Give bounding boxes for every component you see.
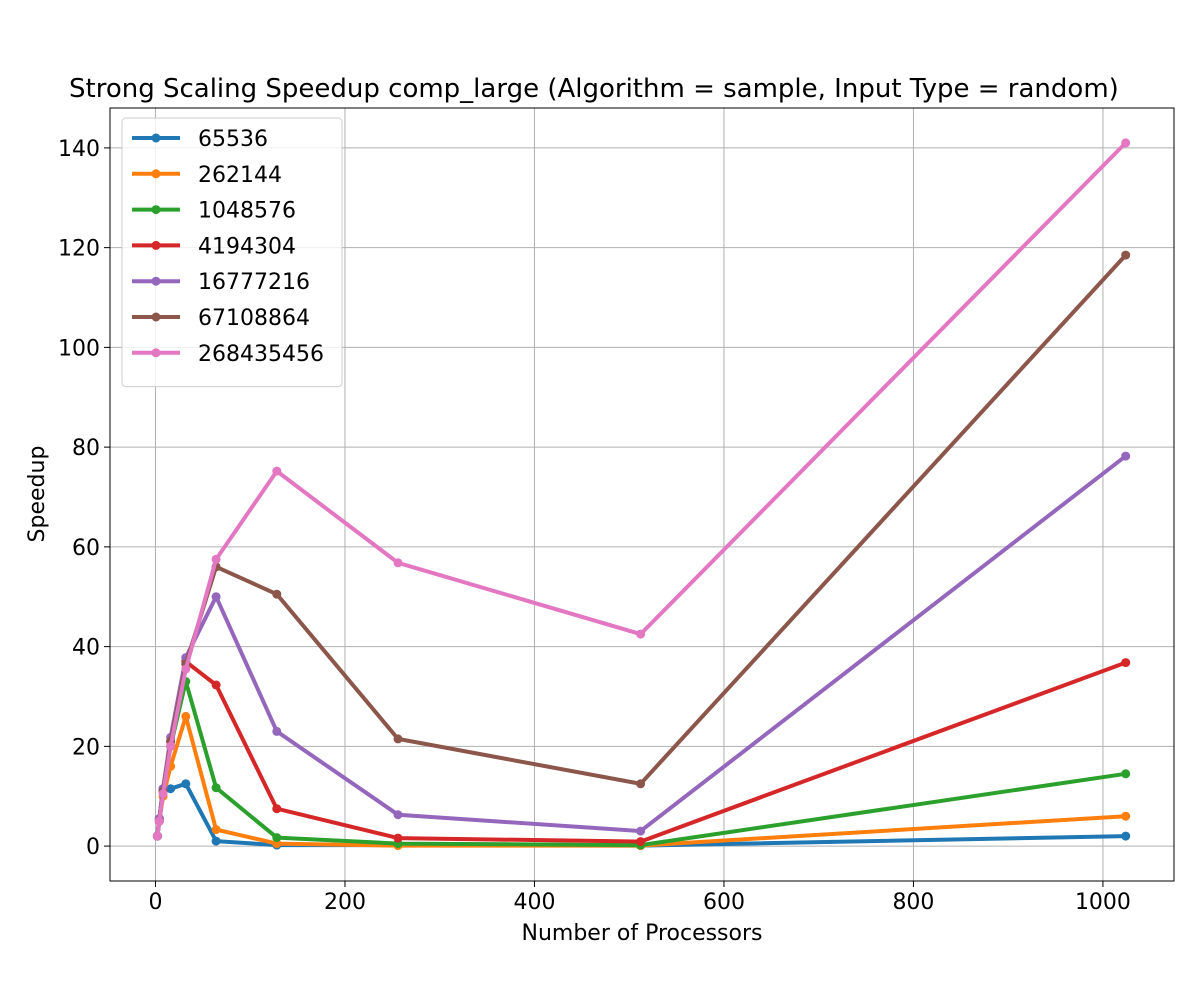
plot-frame xyxy=(109,107,1175,882)
y-tick-label: 100 xyxy=(58,336,100,361)
y-tick-label: 120 xyxy=(58,237,100,262)
series-4194304 xyxy=(152,657,1131,847)
legend-swatch-marker xyxy=(151,205,161,215)
legend-item: 262144 xyxy=(132,163,282,188)
legend-item: 67108864 xyxy=(132,306,310,331)
data-point xyxy=(181,664,191,674)
data-point xyxy=(154,816,164,826)
legend-label: 16777216 xyxy=(198,270,310,295)
chart-title: Strong Scaling Speedup comp_large (Algor… xyxy=(69,74,1119,104)
data-point xyxy=(181,711,191,721)
series-line xyxy=(155,659,1127,844)
legend-item: 4194304 xyxy=(132,234,296,259)
legend-label: 67108864 xyxy=(198,306,310,331)
series-line xyxy=(155,679,1126,848)
data-point xyxy=(393,734,403,744)
y-tick-label: 40 xyxy=(72,636,100,661)
data-point xyxy=(1121,138,1131,148)
y-tick-label: 140 xyxy=(58,137,100,162)
legend-swatch-marker xyxy=(151,133,161,143)
data-point xyxy=(393,558,403,568)
data-point xyxy=(1121,769,1131,779)
data-point xyxy=(272,589,282,599)
data-point xyxy=(272,726,282,736)
axis-ticks: 0 200 400 600 800 1000 0 20 40 60 80 100 120 140 xyxy=(58,137,1131,915)
y-tick-label: 60 xyxy=(72,536,100,561)
x-axis-label: Number of Processors xyxy=(522,921,763,946)
data-point xyxy=(636,779,646,789)
data-point xyxy=(272,804,282,814)
legend-swatch-marker xyxy=(151,348,161,358)
data-point xyxy=(211,836,221,846)
legend-item: 16777216 xyxy=(132,270,310,295)
y-tick-label: 20 xyxy=(72,735,100,760)
data-point xyxy=(181,779,191,789)
data-point xyxy=(211,592,221,602)
data-point xyxy=(1121,658,1131,668)
data-point xyxy=(211,554,221,564)
x-tick-label: 200 xyxy=(324,890,366,915)
data-point xyxy=(1121,451,1131,461)
series-268435456 xyxy=(152,138,1131,841)
data-point xyxy=(636,629,646,639)
data-point xyxy=(272,833,282,843)
data-point xyxy=(272,466,282,476)
x-tick-label: 1000 xyxy=(1075,890,1131,915)
data-point xyxy=(1121,250,1131,260)
legend-item: 65536 xyxy=(132,127,268,152)
legend-swatch-marker xyxy=(151,312,161,322)
x-tick-label: 400 xyxy=(513,890,555,915)
data-point xyxy=(166,741,176,751)
data-point xyxy=(158,789,168,799)
legend-swatch-marker xyxy=(151,169,161,179)
series-line xyxy=(155,454,1127,837)
legend-swatch-marker xyxy=(151,276,161,286)
data-point xyxy=(1121,831,1131,841)
series-layer xyxy=(152,138,1131,851)
data-point xyxy=(393,833,403,843)
data-point xyxy=(636,837,646,847)
x-tick-label: 800 xyxy=(892,890,934,915)
legend-label: 4194304 xyxy=(198,234,296,259)
data-point xyxy=(211,783,221,793)
legend-item: 1048576 xyxy=(132,199,296,224)
legend-label: 262144 xyxy=(198,163,282,188)
data-point xyxy=(393,810,403,820)
legend-box xyxy=(121,117,343,388)
x-tick-label: 0 xyxy=(148,890,162,915)
y-tick-label: 80 xyxy=(72,436,100,461)
series-line xyxy=(155,141,1128,837)
data-point xyxy=(152,831,162,841)
data-point xyxy=(211,825,221,835)
data-point xyxy=(211,680,221,690)
legend-label: 1048576 xyxy=(198,199,296,224)
legend-item: 268435456 xyxy=(132,342,324,367)
x-tick-label: 600 xyxy=(703,890,745,915)
y-axis-label: Speedup xyxy=(25,446,50,543)
legend-swatch-marker xyxy=(151,240,161,250)
data-point xyxy=(1121,811,1131,821)
data-point xyxy=(636,826,646,836)
data-point xyxy=(166,784,176,794)
legend-label: 268435456 xyxy=(198,342,324,367)
legend-label: 65536 xyxy=(198,127,268,152)
y-tick-label: 0 xyxy=(86,835,100,860)
legend: 65536 262144 1048576 4194304 16777216 6710886… xyxy=(121,117,343,388)
